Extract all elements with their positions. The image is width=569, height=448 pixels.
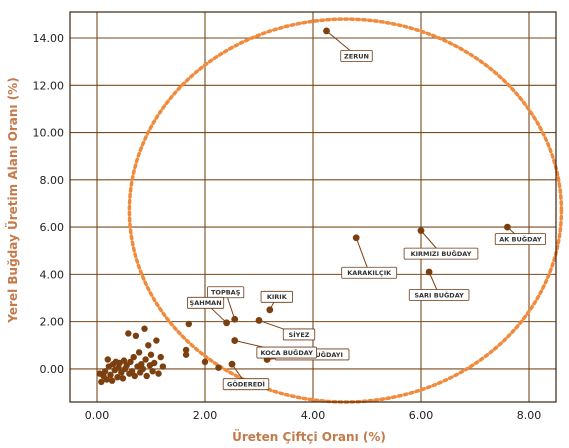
data-point: [185, 320, 192, 328]
y-axis-title: Yerel Buğday Üretim Alanı Oranı (%): [5, 77, 20, 323]
y-tick-label: 2.00: [40, 316, 65, 329]
x-tick-labels: 0.00 2.00 4.00 6.00 8.00: [85, 409, 542, 422]
x-axis-title: Üreten Çiftçi Oranı (%): [232, 429, 386, 444]
labeled-data-point: [417, 227, 425, 235]
annotation-label: TOPBAŞ: [211, 289, 241, 297]
annotation-box: [340, 50, 373, 62]
data-point: [120, 357, 128, 364]
plot-frame: [69, 11, 557, 403]
labeled-data-point: [231, 315, 239, 323]
annotation-box: [256, 346, 317, 359]
labeled-data-point: [323, 27, 330, 35]
labeled-data-point: [228, 360, 236, 368]
data-points: [96, 320, 222, 386]
y-tick-labels: 0.00 2.00 4.00 6.00 8.00 10.00 12.00 14.00: [33, 32, 65, 376]
x-tick-label: 6.00: [409, 409, 434, 422]
annotation-label: KIRMIZI BUĞDAY: [411, 249, 472, 258]
data-point: [143, 372, 150, 380]
data-point: [145, 342, 152, 349]
data-point: [149, 368, 156, 375]
annotation-label: KARAKILÇIK: [347, 269, 392, 277]
annotation-label: GÖDEREDİ: [227, 380, 265, 389]
data-point: [131, 372, 138, 380]
data-point: [157, 353, 164, 361]
data-point: [125, 330, 132, 337]
data-point: [201, 358, 209, 366]
annotation-box: [222, 378, 270, 391]
y-tick-label: 8.00: [40, 174, 65, 187]
annotation-box: [341, 266, 398, 279]
data-point: [103, 376, 110, 383]
labeled-data-point: [223, 319, 231, 327]
annotation-box: [207, 286, 245, 299]
labeled-data-point: [425, 268, 433, 276]
data-point: [215, 364, 222, 371]
data-point: [132, 332, 140, 340]
labeled-data-point: [231, 337, 239, 344]
labeled-data-point: [266, 306, 274, 314]
data-point: [153, 337, 160, 344]
data-point: [108, 377, 116, 384]
x-tick-label: 8.00: [517, 409, 542, 422]
x-tick-label: 0.00: [85, 409, 110, 422]
labeled-data-point: [255, 317, 263, 324]
y-tick-label: 6.00: [40, 221, 65, 234]
data-point: [182, 351, 190, 358]
x-tick-label: 4.00: [301, 409, 326, 422]
annotation-label: SİYEZ: [289, 330, 310, 339]
annotation-label: AK BUĞDAY: [499, 234, 542, 243]
data-point: [151, 359, 158, 367]
y-tick-label: 0.00: [40, 363, 65, 376]
data-point: [107, 371, 114, 379]
annotation-box: [408, 289, 470, 301]
data-point: [155, 370, 162, 377]
data-point: [127, 358, 134, 366]
y-tick-label: 12.00: [33, 79, 65, 92]
data-point: [139, 365, 147, 373]
data-point: [128, 368, 136, 375]
annotation-label: KIRIK: [267, 293, 288, 301]
data-point: [114, 373, 121, 381]
y-tick-label: 4.00: [40, 268, 65, 281]
y-tick-label: 14.00: [33, 32, 65, 45]
point-annotations: ZERUN AK BUĞDAY KIRMIZI BUĞDAY KARAKILÇIK SA…: [187, 27, 546, 391]
x-tick-label: 2.00: [193, 409, 218, 422]
data-point: [98, 378, 105, 386]
data-point: [141, 325, 148, 332]
data-point: [130, 353, 137, 361]
grid-lines: [70, 12, 556, 402]
annotation-label: ŞAHMAN: [190, 299, 222, 307]
annotation-label: SARI BUĞDAY: [414, 290, 464, 299]
data-point: [119, 375, 127, 382]
data-point: [182, 346, 190, 354]
annotation-box: [282, 328, 316, 341]
annotation-label: ZERUN: [344, 52, 369, 60]
highlight-ellipse: [127, 17, 564, 404]
annotation-box: [494, 233, 546, 245]
annotation-box: [260, 290, 293, 303]
annotation-label: KOCA BUĞDAY: [260, 348, 313, 357]
labeled-data-point: [352, 234, 360, 242]
data-point: [142, 356, 149, 363]
data-point: [159, 363, 167, 370]
data-point: [104, 356, 112, 363]
data-point: [147, 351, 155, 358]
data-point: [135, 349, 143, 356]
annotation-box: [403, 247, 479, 260]
data-point: [101, 368, 109, 375]
y-tick-label: 10.00: [33, 127, 65, 140]
annotation-box: [187, 296, 225, 309]
labeled-data-point: [504, 223, 511, 231]
